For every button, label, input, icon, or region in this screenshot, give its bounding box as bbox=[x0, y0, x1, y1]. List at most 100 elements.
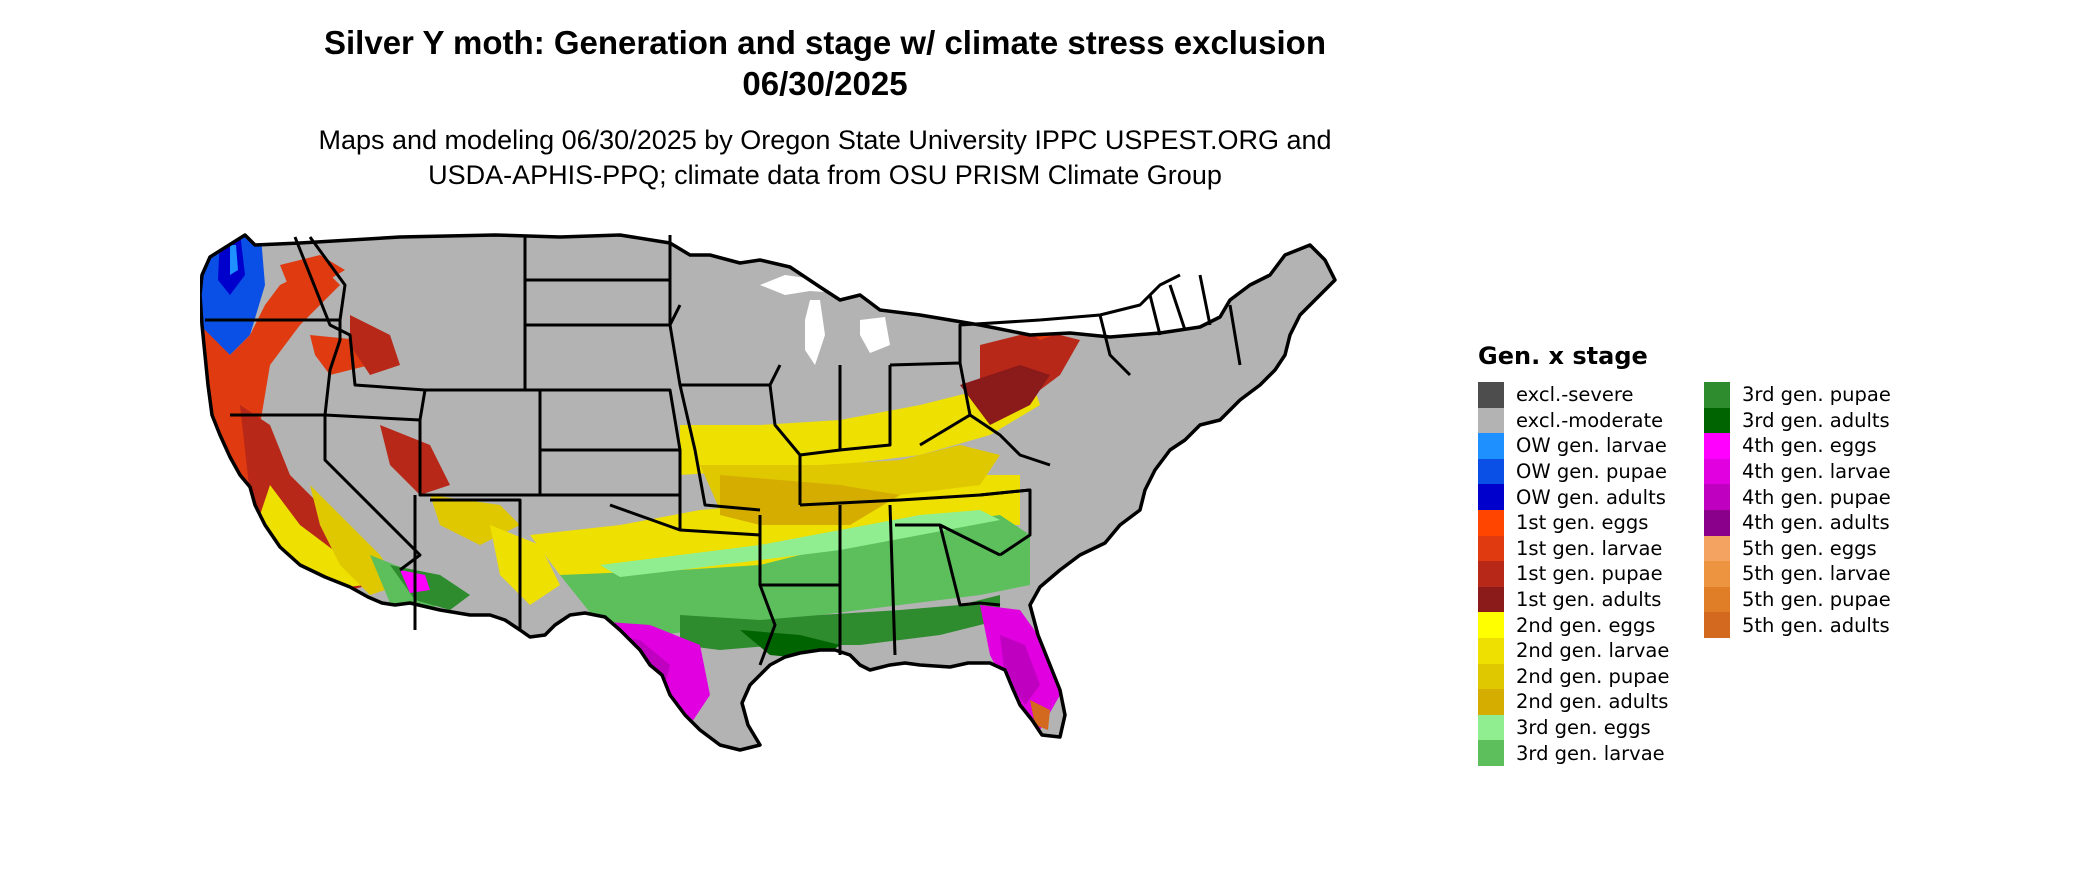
zone-1st-adults-east bbox=[960, 365, 1050, 425]
zone-3rd-larvae bbox=[560, 515, 1030, 635]
map-subtitle: Maps and modeling 06/30/2025 by Oregon S… bbox=[0, 123, 1650, 193]
legend-label: 1st gen. adults bbox=[1516, 588, 1662, 612]
zone-4th-pupae-fl bbox=[1000, 635, 1040, 705]
legend-swatch bbox=[1704, 586, 1730, 613]
legend-swatch bbox=[1478, 663, 1504, 690]
legend-label: excl.-moderate bbox=[1516, 408, 1664, 432]
legend-item: OW gen. larvae bbox=[1478, 433, 1698, 459]
legend-label: 1st gen. eggs bbox=[1516, 511, 1649, 535]
border-nc bbox=[979, 488, 1032, 557]
lake-huron bbox=[860, 317, 890, 353]
legend-item: 5th gen. pupae bbox=[1704, 586, 1891, 613]
legend-label: OW gen. pupae bbox=[1516, 460, 1668, 484]
legend-title: Gen. x stage bbox=[1478, 342, 1648, 370]
legend-label: 3rd gen. adults bbox=[1742, 408, 1890, 432]
border-id-mt-wy bbox=[293, 236, 525, 392]
legend-swatch bbox=[1704, 612, 1730, 638]
legend-item: 5th gen. adults bbox=[1704, 612, 1891, 638]
phenology-zones bbox=[200, 235, 1335, 750]
border-in-oh bbox=[799, 365, 892, 457]
border-wa-or bbox=[205, 236, 347, 322]
legend-column-right: 3rd gen. pupae 3rd gen. adults 4th gen. eg… bbox=[1704, 382, 1891, 766]
border-ga-sc bbox=[895, 523, 1001, 607]
legend-swatch bbox=[1478, 433, 1504, 459]
legend-label: excl.-severe bbox=[1516, 383, 1634, 407]
legend-label: 2nd gen. eggs bbox=[1516, 613, 1656, 637]
us-outline bbox=[200, 233, 1337, 752]
border-mn-ia-mo bbox=[668, 235, 761, 512]
zone-1st-pupae-ut bbox=[380, 425, 450, 495]
legend-swatch bbox=[1478, 509, 1504, 536]
legend: Gen. x stage excl.-severe excl.-moderate O… bbox=[1478, 342, 1891, 766]
legend-item: 1st gen. larvae bbox=[1478, 535, 1698, 562]
legend-swatch bbox=[1478, 612, 1504, 638]
legend-label: 4th gen. larvae bbox=[1742, 460, 1891, 484]
legend-swatch bbox=[1704, 382, 1730, 408]
legend-item: excl.-severe bbox=[1478, 382, 1698, 408]
legend-swatch bbox=[1704, 458, 1730, 485]
legend-item: OW gen. adults bbox=[1478, 484, 1698, 510]
legend-swatch bbox=[1704, 535, 1730, 562]
legend-label: OW gen. adults bbox=[1516, 485, 1666, 509]
zone-1st-pupae-id bbox=[350, 315, 400, 375]
zone-2nd-larvae-north bbox=[680, 375, 1040, 475]
subtitle-line-1: Maps and modeling 06/30/2025 by Oregon S… bbox=[318, 125, 1332, 155]
legend-item: 3rd gen. eggs bbox=[1478, 714, 1698, 741]
legend-item: 2nd gen. larvae bbox=[1478, 637, 1698, 664]
legend-swatch bbox=[1478, 535, 1504, 562]
border-mt-dakotas bbox=[523, 235, 542, 495]
legend-label: 3rd gen. larvae bbox=[1516, 741, 1665, 765]
zone-2nd-adults bbox=[720, 475, 900, 525]
title-line-1: Silver Y moth: Generation and stage w/ c… bbox=[324, 24, 1326, 61]
legend-item: 1st gen. pupae bbox=[1478, 561, 1698, 587]
legend-label: 2nd gen. adults bbox=[1516, 690, 1669, 714]
legend-label: 2nd gen. pupae bbox=[1516, 664, 1670, 688]
zone-2nd-larvae-nm bbox=[490, 525, 560, 605]
legend-label: 4th gen. pupae bbox=[1742, 485, 1891, 509]
border-ut-co bbox=[418, 420, 682, 530]
legend-swatch bbox=[1704, 561, 1730, 587]
legend-label: OW gen. larvae bbox=[1516, 434, 1667, 458]
legend-swatch bbox=[1478, 689, 1504, 715]
legend-swatch bbox=[1478, 586, 1504, 613]
great-lakes bbox=[760, 275, 890, 365]
legend-label: 4th gen. adults bbox=[1742, 511, 1890, 535]
legend-item: 4th gen. eggs bbox=[1704, 433, 1891, 459]
legend-swatch bbox=[1478, 382, 1504, 408]
legend-label: 3rd gen. eggs bbox=[1516, 716, 1651, 740]
legend-swatch bbox=[1478, 484, 1504, 510]
legend-label: 1st gen. pupae bbox=[1516, 562, 1663, 586]
legend-item: 1st gen. eggs bbox=[1478, 509, 1698, 536]
legend-column-left: excl.-severe excl.-moderate OW gen. larvae… bbox=[1478, 382, 1698, 766]
border-ia-il bbox=[680, 364, 802, 505]
border-va-wv bbox=[969, 413, 1051, 467]
legend-swatch bbox=[1704, 407, 1730, 434]
lake-michigan bbox=[805, 300, 825, 365]
legend-item: OW gen. pupae bbox=[1478, 458, 1698, 485]
us-phenology-map bbox=[200, 233, 1337, 752]
title-date: 06/30/2025 bbox=[742, 65, 908, 102]
zone-2nd-larvae bbox=[530, 475, 1020, 585]
legend-swatch bbox=[1704, 509, 1730, 536]
legend-item: 2nd gen. pupae bbox=[1478, 663, 1698, 690]
legend-label: 4th gen. eggs bbox=[1742, 434, 1877, 458]
border-ar-la bbox=[758, 515, 840, 666]
border-az-nm bbox=[413, 495, 522, 630]
legend-item: 2nd gen. adults bbox=[1478, 689, 1698, 715]
legend-swatch bbox=[1478, 637, 1504, 664]
legend-item: 3rd gen. adults bbox=[1704, 407, 1891, 434]
zone-1st-larvae bbox=[200, 265, 340, 495]
legend-swatch bbox=[1478, 714, 1504, 741]
legend-label: 2nd gen. larvae bbox=[1516, 639, 1670, 663]
legend-label: 5th gen. larvae bbox=[1742, 562, 1891, 586]
legend-swatch bbox=[1704, 484, 1730, 510]
border-ne-ks bbox=[540, 388, 682, 495]
legend-label: 1st gen. larvae bbox=[1516, 536, 1663, 560]
border-or-id-nv bbox=[323, 320, 427, 422]
zone-ow-larvae bbox=[230, 245, 238, 275]
legend-item: 5th gen. eggs bbox=[1704, 535, 1891, 562]
border-ca-nv bbox=[230, 413, 422, 572]
legend-item: excl.-moderate bbox=[1478, 407, 1698, 434]
legend-item: 4th gen. pupae bbox=[1704, 484, 1891, 510]
legend-item: 5th gen. larvae bbox=[1704, 561, 1891, 587]
